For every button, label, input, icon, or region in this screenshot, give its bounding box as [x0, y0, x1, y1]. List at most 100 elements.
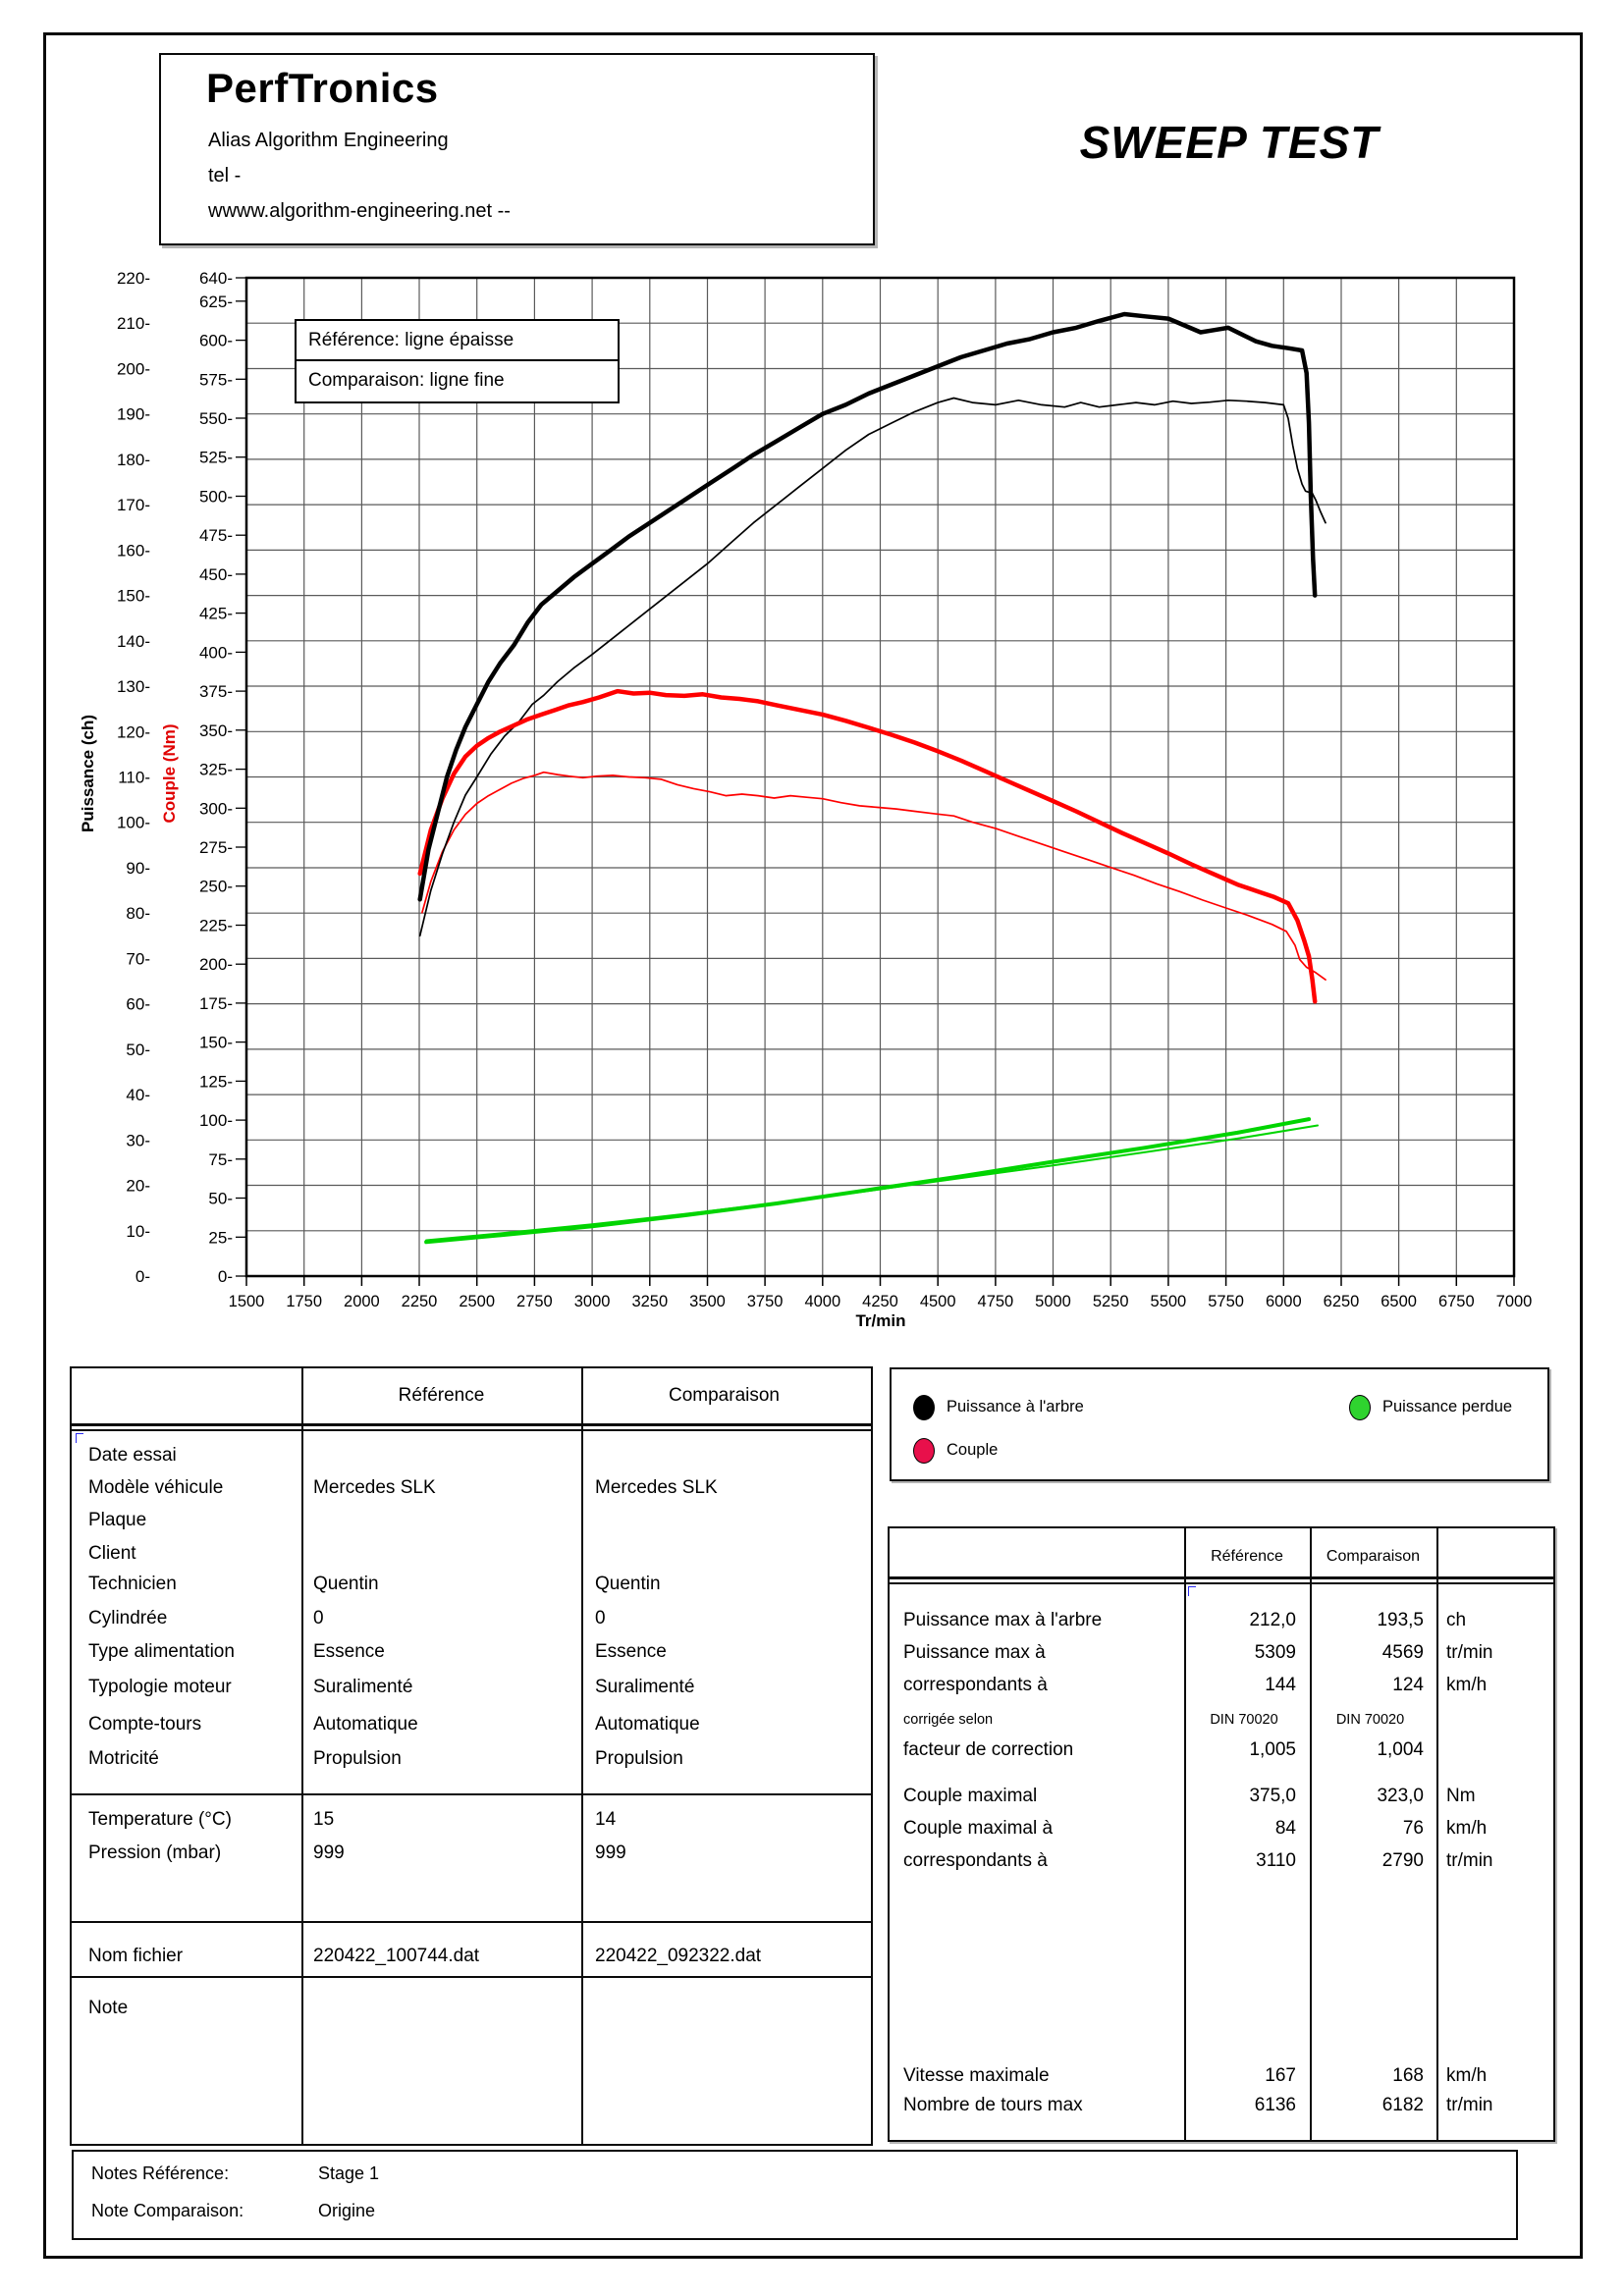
- y2-tick-label: 275-: [199, 838, 233, 857]
- puissance-perdue-dot-icon: [1349, 1395, 1371, 1420]
- header-separator: [890, 1576, 1553, 1579]
- notes-comparaison-label: Note Comparaison:: [91, 2201, 244, 2220]
- y2-tick-label: 400-: [199, 643, 233, 662]
- result-row-unit: km/h: [1446, 1675, 1488, 1695]
- x-tick-label: 6500: [1380, 1293, 1417, 1310]
- x-tick-label: 7000: [1496, 1293, 1533, 1310]
- curve-puissance-reference: [417, 311, 1318, 902]
- result-row-reference: 3110: [1256, 1850, 1296, 1871]
- info-row-comparaison: [595, 1442, 864, 1469]
- y1-tick-label: 20-: [126, 1177, 150, 1196]
- y2-tick-label: 50-: [208, 1190, 233, 1208]
- y1-tick-label: 0-: [135, 1267, 150, 1286]
- info-row-reference: 999: [313, 1842, 345, 1863]
- page-border: [43, 32, 1583, 2259]
- header-separator: [72, 1429, 871, 1431]
- result-row-comparaison: 76: [1402, 1818, 1424, 1839]
- x-tick-label: 5500: [1151, 1293, 1187, 1310]
- info-row-comparaison: Quentin: [595, 1574, 661, 1594]
- curve-puissance-perdue-reference: [424, 1117, 1312, 1245]
- x-tick-label: 1750: [286, 1293, 322, 1310]
- y1-tick-label: 70-: [126, 949, 150, 968]
- info-row-label: Date essai: [88, 1445, 177, 1466]
- result-row-label: Couple maximal: [903, 1786, 1038, 1806]
- y2-tick-label: 125-: [199, 1072, 233, 1091]
- results-col-header-comparaison: Comparaison: [1326, 1548, 1421, 1565]
- info-row-reference: [313, 1507, 574, 1534]
- section-separator: [72, 1921, 871, 1923]
- x-tick-label: 2500: [459, 1293, 495, 1310]
- y2-tick-label: 225-: [199, 917, 233, 935]
- y1-tick-label: 40-: [126, 1086, 150, 1104]
- result-row-reference: 144: [1265, 1675, 1296, 1695]
- result-row-comparaison: 4569: [1381, 1642, 1424, 1663]
- info-row-reference: Automatique: [313, 1714, 418, 1735]
- info-row-label: Client: [88, 1543, 136, 1564]
- result-row-unit: ch: [1446, 1610, 1467, 1630]
- result-row-unit: km/h: [1446, 1818, 1488, 1839]
- column-divider: [1184, 1528, 1186, 2140]
- x-tick-label: 5250: [1093, 1293, 1129, 1310]
- legend-label: Couple: [947, 1441, 999, 1459]
- info-row-comparaison: [595, 1540, 864, 1568]
- result-row-comparaison: 124: [1392, 1675, 1424, 1695]
- x-tick-label: 3250: [631, 1293, 668, 1310]
- curve-puissance-comparaison: [418, 397, 1326, 937]
- x-axis-title: Tr/min: [855, 1311, 906, 1330]
- y1-tick-label: 170-: [117, 496, 150, 514]
- x-tick-label: 2750: [516, 1293, 553, 1310]
- result-row-unit: tr/min: [1446, 1642, 1493, 1663]
- result-row-unit: km/h: [1446, 2065, 1488, 2086]
- header-separator: [72, 1423, 871, 1426]
- info-row-label: Note: [88, 1998, 129, 2018]
- y1-tick-label: 80-: [126, 904, 150, 923]
- y1-tick-label: 180-: [117, 451, 150, 469]
- inline-legend-comparaison: Comparaison: ligne fine: [308, 370, 505, 391]
- y2-tick-label: 150-: [199, 1034, 233, 1052]
- info-row-reference: 15: [313, 1809, 335, 1830]
- info-row-reference: [313, 1540, 574, 1568]
- chart-inline-legend: Référence: ligne épaisse Comparaison: li…: [295, 319, 620, 403]
- y1-tick-label: 130-: [117, 677, 150, 696]
- company-website: wwww.algorithm-engineering.net --: [208, 200, 511, 222]
- info-row-label: Temperature (°C): [88, 1809, 232, 1830]
- company-tel: tel -: [208, 165, 242, 187]
- y1-tick-label: 120-: [117, 722, 150, 741]
- notes-reference-value: Stage 1: [318, 2163, 380, 2183]
- result-row-reference: 212,0: [1249, 1610, 1296, 1630]
- column-divider: [301, 1368, 303, 2144]
- y2-tick-label: 500-: [199, 488, 233, 507]
- result-row-label: facteur de correction: [903, 1739, 1074, 1760]
- x-tick-label: 3000: [574, 1293, 611, 1310]
- result-row-comparaison: 168: [1392, 2065, 1424, 2086]
- y1-tick-label: 100-: [117, 814, 150, 832]
- column-divider: [1436, 1528, 1438, 2140]
- company-name: PerfTronics: [206, 65, 439, 111]
- info-row-label: Type alimentation: [88, 1641, 235, 1662]
- info-row-reference: [313, 1442, 574, 1469]
- company-subtitle: Alias Algorithm Engineering: [208, 130, 449, 151]
- x-tick-label: 4750: [978, 1293, 1014, 1310]
- info-row-comparaison: Suralimenté: [595, 1677, 695, 1697]
- y2-tick-label: 175-: [199, 994, 233, 1013]
- y2-tick-label: 325-: [199, 761, 233, 779]
- y1-axis-title: Puissance (ch): [79, 715, 97, 832]
- y2-tick-label: 550-: [199, 409, 233, 428]
- y2-tick-label: 25-: [208, 1228, 233, 1247]
- result-row-comparaison: 6182: [1381, 2095, 1424, 2115]
- result-row-label: Couple maximal à: [903, 1818, 1054, 1839]
- x-tick-label: 5000: [1035, 1293, 1071, 1310]
- company-header-box: PerfTronics Alias Algorithm Engineering …: [159, 53, 875, 245]
- curve-couple-reference: [417, 688, 1318, 1004]
- section-separator: [72, 1976, 871, 1978]
- y1-tick-label: 110-: [118, 769, 150, 787]
- x-tick-label: 4250: [862, 1293, 898, 1310]
- y2-tick-label: 600-: [199, 332, 233, 350]
- result-row-label: Puissance max à l'arbre: [903, 1610, 1103, 1630]
- result-row-comparaison: 1,004: [1377, 1739, 1424, 1760]
- info-row-comparaison: Propulsion: [595, 1748, 683, 1769]
- info-row-label: Modèle véhicule: [88, 1477, 224, 1498]
- result-row-label: Vitesse maximale: [903, 2065, 1050, 2086]
- report-title: SWEEP TEST: [1079, 117, 1380, 168]
- info-row-comparaison: 0: [595, 1608, 606, 1629]
